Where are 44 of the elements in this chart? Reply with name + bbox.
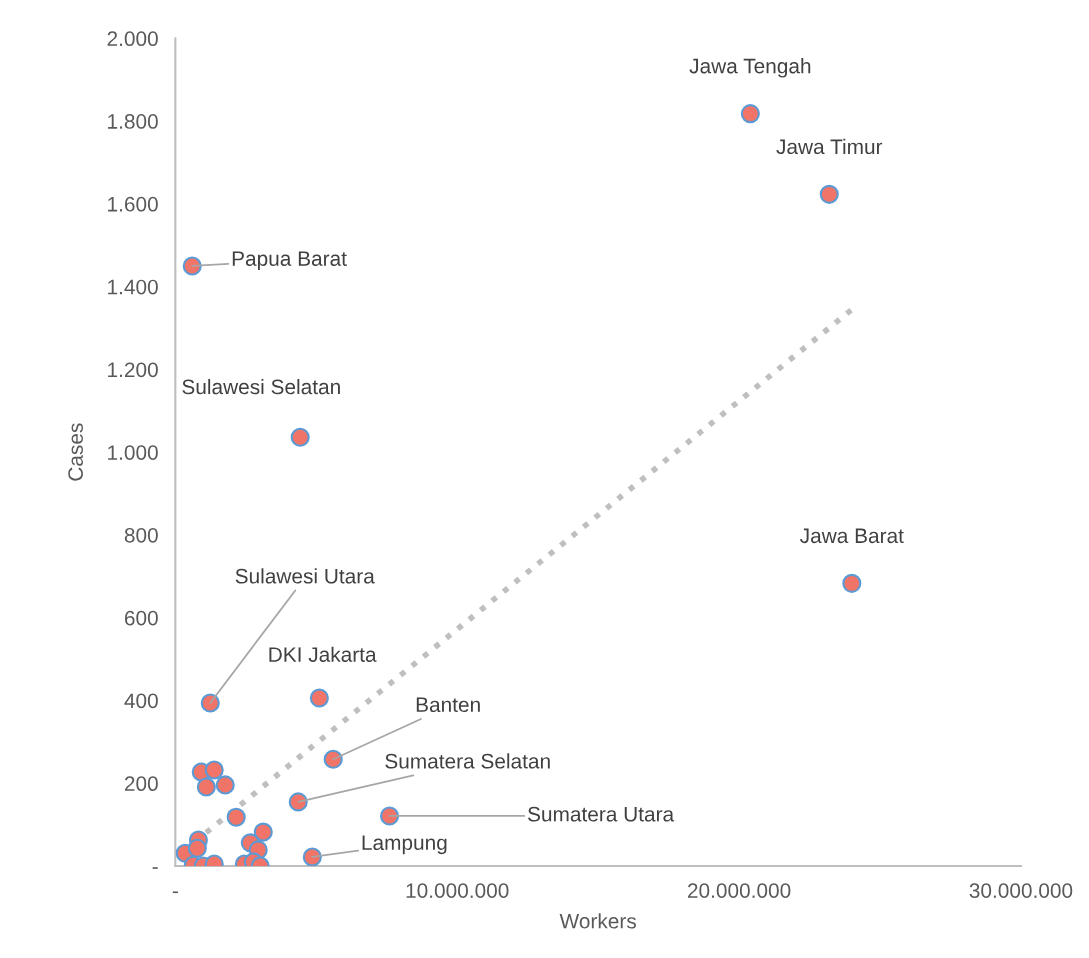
annotation: Jawa Timur (776, 138, 883, 155)
annotation: Sulawesi Utara (235, 568, 375, 584)
point (182, 256, 202, 276)
point (215, 775, 235, 795)
y-tick-label: 400 (124, 693, 158, 709)
point (204, 760, 224, 780)
point (842, 573, 862, 593)
annotation: Sumatera Selatan (385, 753, 550, 769)
point (323, 749, 343, 769)
y-tick-label: 600 (124, 610, 158, 626)
y-tick-label: - (152, 867, 158, 869)
point (226, 807, 246, 827)
point (302, 847, 322, 867)
annotation: Papua Barat (232, 251, 347, 271)
annotation: Sulawesi Selatan (182, 378, 340, 395)
point (819, 184, 839, 204)
y-axis-title: Cases (68, 423, 83, 481)
x-axis-title: Workers (559, 913, 636, 929)
annotation: Banten (416, 697, 480, 713)
point (288, 792, 308, 812)
y-tick-label: 1.600 (108, 196, 158, 212)
point (740, 104, 760, 124)
annotation: DKI Jakarta (269, 646, 377, 662)
annotation: Sumatera Utara (528, 806, 675, 822)
y-tick-label: 800 (124, 527, 158, 543)
point (187, 838, 207, 858)
point (200, 693, 220, 713)
y-tick-label: 1.200 (108, 362, 158, 378)
y-tick-label: 2.000 (107, 31, 158, 47)
y-tick-label: 200 (124, 776, 158, 792)
point (309, 688, 329, 708)
x-tick-label: 30.000.000 (969, 883, 1073, 898)
point (196, 777, 216, 797)
y-tick-label: 1.400 (108, 279, 158, 295)
point (380, 806, 400, 826)
point (253, 822, 273, 842)
y-tick-label: 1.000 (108, 445, 158, 460)
annotation: Jawa Tengah (689, 58, 811, 78)
annotation: Jawa Barat (800, 528, 904, 544)
y-tick-label: 1.800 (108, 114, 158, 129)
x-tick-label: 20.000.000 (687, 883, 791, 898)
point (290, 427, 310, 447)
x-tick-label: 10.000.000 (406, 883, 509, 898)
annotation: Lampung (362, 835, 447, 855)
